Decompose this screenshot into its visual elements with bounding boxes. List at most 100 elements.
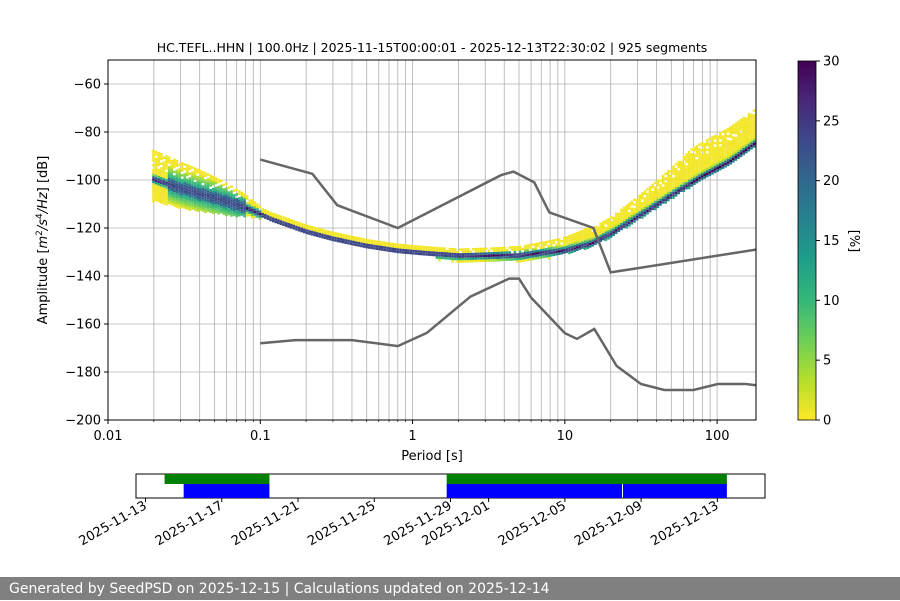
heatmap-cell	[412, 245, 415, 248]
heatmap-cell	[737, 156, 740, 159]
heatmap-cell	[209, 189, 212, 192]
heatmap-cell	[201, 207, 205, 210]
heatmap-cell	[245, 211, 249, 215]
heatmap-cell	[404, 246, 407, 250]
heatmap-cell	[641, 209, 644, 212]
heatmap-cell	[347, 234, 350, 238]
heatmap-cell	[700, 165, 704, 169]
heatmap-cell	[196, 185, 199, 188]
heatmap-cell	[477, 250, 480, 253]
data-availability-bars	[164, 474, 727, 498]
heatmap-cell	[238, 202, 241, 205]
heatmap-cell	[690, 179, 693, 182]
heatmap-cell	[542, 246, 545, 249]
heatmap-cell	[443, 257, 446, 260]
heatmap-cell	[162, 168, 166, 171]
heatmap-cell	[739, 121, 743, 124]
heatmap-cell	[474, 252, 478, 256]
x-tick-label: 0.1	[250, 429, 271, 444]
heatmap-cell	[602, 221, 605, 224]
heatmap-cell	[648, 185, 652, 189]
heatmap-cell	[154, 150, 158, 154]
heatmap-cell	[477, 255, 480, 258]
heatmap-cell	[154, 186, 158, 190]
heatmap-cell	[726, 151, 730, 155]
heatmap-cell	[227, 198, 231, 201]
heatmap-cell	[266, 215, 270, 218]
heatmap-cell	[659, 191, 662, 194]
heatmap-cell	[555, 238, 558, 242]
heatmap-cell	[160, 169, 163, 173]
heatmap-cell	[160, 184, 163, 187]
heatmap-cell	[238, 211, 241, 215]
heatmap-cell	[370, 246, 374, 250]
heatmap-cell	[362, 240, 366, 243]
heatmap-cell	[160, 198, 163, 201]
heatmap-cell	[173, 192, 176, 195]
heatmap-cell	[737, 127, 740, 131]
heatmap-cell	[209, 198, 212, 201]
heatmap-cell	[516, 255, 519, 258]
heatmap-cell	[641, 211, 644, 214]
heatmap-cell	[188, 191, 192, 195]
heatmap-cell	[232, 206, 236, 209]
heatmap-cell	[344, 236, 348, 240]
heatmap-cell	[719, 165, 722, 168]
heatmap-cell	[178, 204, 181, 207]
heatmap-cell	[586, 244, 589, 247]
heatmap-cell	[693, 163, 696, 166]
heatmap-cell	[729, 126, 732, 129]
heatmap-cell	[287, 225, 290, 228]
heatmap-cell	[591, 234, 595, 237]
y-tick-label: −200	[65, 414, 101, 429]
heatmap-cell	[747, 115, 751, 118]
heatmap-cell	[204, 189, 207, 192]
heatmap-cell	[300, 230, 303, 233]
heatmap-cell	[180, 169, 184, 172]
availability-green-bar	[164, 474, 270, 484]
heatmap-cell	[513, 258, 517, 261]
heatmap-cell	[583, 233, 587, 236]
heatmap-cell	[729, 130, 732, 134]
heatmap-cell	[700, 144, 704, 147]
heatmap-cell	[583, 247, 587, 250]
heatmap-cell	[739, 142, 743, 146]
heatmap-cell	[230, 197, 233, 200]
heatmap-cell	[685, 184, 688, 187]
heatmap-cell	[225, 206, 228, 209]
heatmap-cell	[708, 164, 712, 167]
heatmap-cell	[461, 257, 465, 261]
heatmap-cell	[227, 205, 231, 209]
heatmap-cell	[323, 234, 327, 237]
heatmap-cell	[175, 171, 179, 175]
heatmap-cell	[238, 192, 241, 195]
heatmap-cell	[178, 206, 181, 209]
heatmap-cell	[157, 187, 160, 191]
heatmap-cell	[446, 252, 449, 255]
heatmap-cell	[323, 229, 327, 232]
heatmap-cell	[212, 199, 215, 203]
heatmap-cell	[160, 201, 163, 204]
heatmap-cell	[737, 149, 740, 152]
heatmap-cell	[154, 172, 158, 175]
heatmap-cell	[503, 251, 506, 254]
heatmap-cell	[297, 224, 301, 227]
heatmap-cell	[186, 164, 189, 167]
heatmap-cell	[425, 246, 428, 249]
heatmap-cell	[201, 202, 205, 205]
heatmap-cell	[646, 197, 649, 201]
heatmap-cell	[152, 171, 155, 174]
heatmap-cell	[617, 212, 621, 216]
heatmap-cell	[563, 249, 566, 252]
heatmap-cell	[500, 258, 504, 262]
psd-chart: HC.TEFL..HHN | 100.0Hz | 2025-11-15T00:0…	[35, 40, 861, 549]
heatmap-cell	[747, 144, 751, 147]
heatmap-cell	[173, 158, 176, 161]
heatmap-cell	[747, 146, 751, 150]
heatmap-cell	[721, 145, 725, 148]
heatmap-cell	[698, 174, 701, 177]
heatmap-cell	[417, 247, 420, 251]
heatmap-cell	[721, 149, 725, 153]
heatmap-cell	[349, 242, 353, 246]
heatmap-cell	[271, 217, 275, 220]
